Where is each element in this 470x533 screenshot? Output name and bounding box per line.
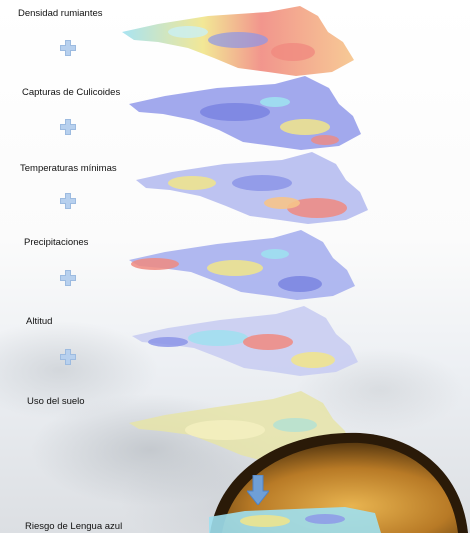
map-layer-densidad xyxy=(122,6,354,76)
map-layer-temperaturas xyxy=(136,152,368,224)
plus-icon xyxy=(60,193,76,209)
map-layer-culicoides xyxy=(129,76,361,150)
plus-icon xyxy=(60,349,76,365)
map-layer-precipitaciones xyxy=(129,230,355,300)
result-label-riesgo: Riesgo de Lengua azul xyxy=(25,521,123,532)
plus-icon xyxy=(60,270,76,286)
map-layer-altitud xyxy=(132,306,358,376)
layer-label-precipitaciones: Precipitaciones xyxy=(24,237,89,248)
layer-label-culicoides: Capturas de Culicoides xyxy=(22,87,121,98)
layer-label-temperaturas: Temperaturas mínimas xyxy=(20,163,117,174)
arrow-down-icon xyxy=(247,475,269,505)
plus-icon xyxy=(60,40,76,56)
map-result-riesgo xyxy=(209,507,381,533)
plus-icon xyxy=(60,119,76,135)
layer-label-altitud: Altitud xyxy=(26,316,53,327)
layer-label-densidad: Densidad rumiantes xyxy=(18,8,103,19)
layer-label-uso-suelo: Uso del suelo xyxy=(27,396,85,407)
